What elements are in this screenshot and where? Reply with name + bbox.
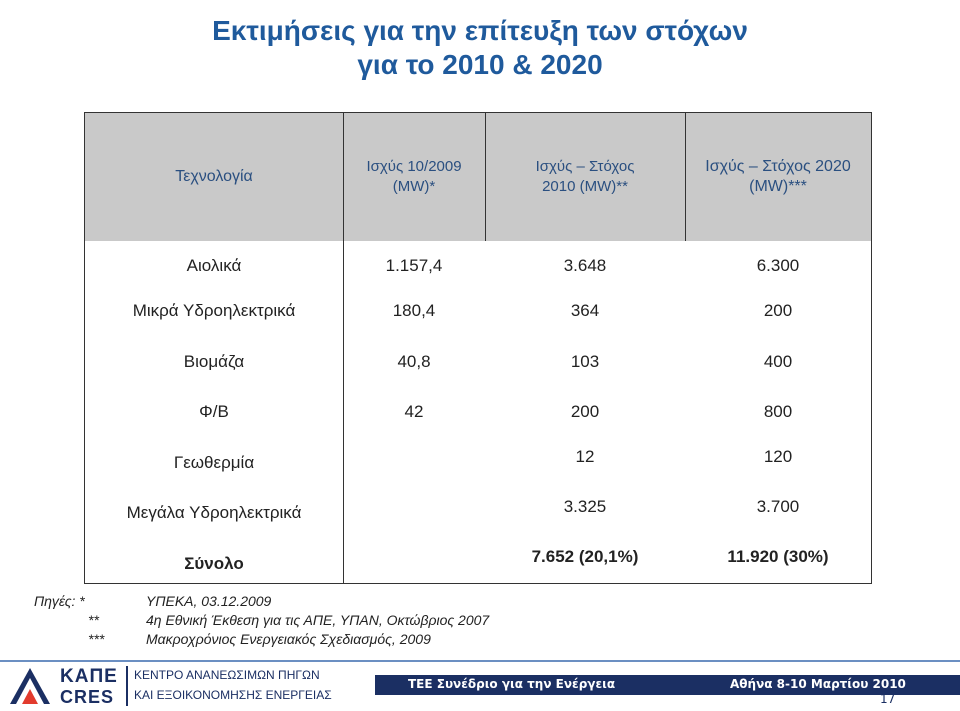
cell-capacity-2009: 1.157,4 <box>385 256 443 275</box>
cell-target-2020: 120 <box>763 447 793 466</box>
footer-conference: ΤΕΕ Συνέδριο για την Ενέργεια <box>408 677 616 691</box>
header-technology: Τεχνολογία <box>85 113 343 241</box>
header-target-2010: Ισχύς – Στόχος 2010 (MW)** <box>485 113 685 241</box>
footer-date: Αθήνα 8-10 Μαρτίου 2010 <box>730 677 906 691</box>
cell-target-2020: 11.920 (30%) <box>727 547 829 566</box>
cell-technology: Αιολικά <box>186 256 242 275</box>
header-capacity-2009: Ισχύς 10/2009 (MW)* <box>343 113 485 241</box>
column-divider <box>685 113 686 241</box>
table-row: Μεγάλα Υδροηλεκτρικά 3.325 3.700 <box>85 493 871 533</box>
table-row: Γεωθερμία 12 120 <box>85 443 871 483</box>
org-name-line-2: ΚΑΙ ΕΞΟΙΚΟΝΟΜΗΣΗΣ ΕΝΕΡΓΕΙΑΣ <box>134 688 332 702</box>
org-name-line-1: ΚΕΝΤΡΟ ΑΝΑΝΕΩΣΙΜΩΝ ΠΗΓΩΝ <box>134 668 320 682</box>
footer-divider <box>0 660 960 662</box>
targets-table: Τεχνολογία Ισχύς 10/2009 (MW)* Ισχύς – Σ… <box>84 112 872 584</box>
table-row-total: Σύνολο 7.652 (20,1%) 11.920 (30%) <box>85 544 871 584</box>
cell-capacity-2009 <box>343 493 485 533</box>
source-text: Μακροχρόνιος Ενεργειακός Σχεδιασμός, 200… <box>146 631 431 647</box>
cell-target-2020: 3.700 <box>756 497 800 516</box>
title-line-2: για το 2010 & 2020 <box>357 49 603 80</box>
cell-capacity-2009 <box>343 443 485 483</box>
cell-technology: Φ/Β <box>199 402 229 421</box>
cell-target-2010: 3.648 <box>563 256 607 275</box>
cell-target-2010: 12 <box>575 447 595 466</box>
logo-kape: ΚΑΠΕ <box>60 666 118 687</box>
table-row: Αιολικά 1.157,4 3.648 6.300 <box>85 246 871 286</box>
cell-target-2010: 103 <box>570 352 600 371</box>
cell-target-2010: 3.325 <box>563 497 607 516</box>
cell-target-2010: 200 <box>570 402 600 421</box>
cell-capacity-2009: 180,4 <box>392 301 436 320</box>
cell-target-2020: 400 <box>763 352 793 371</box>
cell-technology: Γεωθερμία <box>173 453 255 472</box>
cell-technology: Μικρά Υδροηλεκτρικά <box>132 301 296 320</box>
source-mark: * <box>79 593 85 609</box>
column-divider <box>343 113 344 583</box>
cell-target-2020: 200 <box>763 301 793 320</box>
cell-capacity-2009 <box>343 544 485 584</box>
cell-target-2010: 364 <box>570 301 600 320</box>
title-line-1: Εκτιμήσεις για την επίτευξη των στόχων <box>212 15 748 46</box>
source-mark: *** <box>88 631 105 647</box>
cell-technology: Βιομάζα <box>183 352 245 371</box>
cell-target-2020: 800 <box>763 402 793 421</box>
cell-capacity-2009: 40,8 <box>397 352 431 371</box>
cell-technology: Μεγάλα Υδροηλεκτρικά <box>126 503 302 522</box>
footer-bar <box>375 675 960 695</box>
sources-label: Πηγές: <box>34 593 76 609</box>
cell-technology: Σύνολο <box>184 554 244 573</box>
cell-capacity-2009: 42 <box>404 402 424 421</box>
source-text: ΥΠΕΚΑ, 03.12.2009 <box>146 593 272 609</box>
cell-target-2020: 6.300 <box>756 256 800 275</box>
cres-logo-icon <box>6 664 54 708</box>
logo-separator <box>126 666 128 706</box>
cres-logo: ΚΑΠΕ CRES ΚΕΝΤΡΟ ΑΝΑΝΕΩΣΙΜΩΝ ΠΗΓΩΝ ΚΑΙ Ε… <box>6 664 366 708</box>
table-row: Μικρά Υδροηλεκτρικά 180,4 364 200 <box>85 291 871 331</box>
table-row: Φ/Β 42 200 800 <box>85 392 871 432</box>
source-mark: ** <box>88 612 99 628</box>
table-row: Βιομάζα 40,8 103 400 <box>85 342 871 382</box>
logo-cres: CRES <box>60 687 115 707</box>
source-text: 4η Εθνική Έκθεση για τις ΑΠΕ, ΥΠΑΝ, Οκτώ… <box>146 612 490 628</box>
column-divider <box>485 113 486 241</box>
header-target-2020: Ισχύς – Στόχος 2020 (MW)*** <box>685 113 871 241</box>
cell-target-2010: 7.652 (20,1%) <box>531 547 639 566</box>
slide-title: Εκτιμήσεις για την επίτευξη των στόχων γ… <box>0 14 960 82</box>
page-number: 17 <box>880 692 896 706</box>
